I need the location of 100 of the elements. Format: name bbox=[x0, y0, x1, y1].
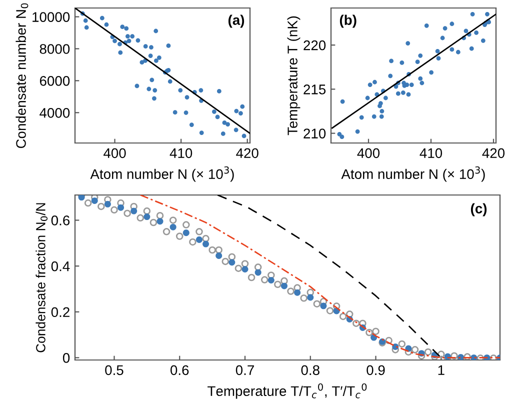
point bbox=[415, 60, 420, 64]
point bbox=[480, 38, 486, 43]
point bbox=[144, 214, 150, 220]
point bbox=[136, 38, 140, 43]
point bbox=[372, 80, 377, 84]
point bbox=[320, 302, 327, 310]
point bbox=[134, 84, 140, 88]
y-axis-title: Condensate number N$_{0}$ bbox=[16, 3, 28, 148]
point bbox=[112, 38, 117, 44]
point bbox=[182, 230, 190, 236]
point bbox=[152, 96, 156, 101]
y-tick-label: 6000 bbox=[40, 76, 70, 86]
x-tick-label: 400 bbox=[104, 148, 126, 158]
point bbox=[199, 130, 204, 135]
y-axis-title: Condensate fraction N$_{0}$/N bbox=[36, 203, 48, 352]
point bbox=[418, 53, 423, 58]
x-tick-label: 0.6 bbox=[170, 365, 189, 376]
point bbox=[359, 115, 364, 120]
point bbox=[340, 134, 344, 140]
point bbox=[280, 282, 288, 290]
point bbox=[368, 82, 372, 87]
point bbox=[238, 111, 243, 116]
point bbox=[170, 224, 176, 230]
x-tick-label: 400 bbox=[357, 148, 380, 158]
point bbox=[228, 259, 236, 266]
point bbox=[118, 42, 122, 46]
point bbox=[216, 252, 222, 259]
point bbox=[242, 266, 248, 273]
point bbox=[365, 96, 370, 100]
point bbox=[154, 28, 158, 34]
point bbox=[389, 58, 394, 64]
point bbox=[240, 104, 245, 109]
point bbox=[378, 101, 383, 106]
annotation: (c) bbox=[470, 203, 487, 216]
y-tick-label: 220 bbox=[304, 40, 326, 50]
point bbox=[152, 88, 158, 92]
point bbox=[130, 34, 135, 38]
point bbox=[118, 204, 124, 211]
point bbox=[189, 122, 194, 127]
point bbox=[406, 41, 410, 46]
x-axis-title: Temperature T/T$_{c}$$^{0}$, T′/T$_{c}$$^{0}$ bbox=[208, 383, 367, 399]
point bbox=[337, 132, 342, 136]
x-tick-label: 410 bbox=[170, 148, 192, 158]
point bbox=[429, 70, 434, 75]
y-tick-label: 210 bbox=[304, 128, 326, 138]
point bbox=[166, 44, 171, 48]
x-tick-label: 0.7 bbox=[236, 365, 254, 376]
point bbox=[307, 294, 314, 301]
point bbox=[268, 276, 274, 284]
point bbox=[202, 240, 210, 248]
point bbox=[148, 54, 153, 58]
point bbox=[254, 269, 262, 276]
point bbox=[118, 50, 123, 55]
point bbox=[130, 208, 138, 214]
y-tick-label: 215 bbox=[304, 84, 326, 94]
annotation: (a) bbox=[228, 14, 244, 28]
point bbox=[470, 12, 475, 16]
point bbox=[485, 12, 490, 16]
point bbox=[450, 47, 454, 52]
point bbox=[196, 236, 202, 243]
point bbox=[469, 46, 474, 51]
point bbox=[220, 132, 226, 136]
point bbox=[234, 108, 239, 114]
point bbox=[380, 109, 384, 114]
point bbox=[340, 99, 345, 104]
x-axis-title: Atom number N (× 10$^{3}$) bbox=[90, 166, 234, 182]
y-tick-label: 0.2 bbox=[51, 307, 70, 318]
x-tick-label: 0.9 bbox=[366, 365, 385, 376]
point bbox=[184, 95, 190, 100]
point bbox=[294, 289, 301, 296]
point bbox=[126, 34, 130, 38]
line-series bbox=[140, 195, 500, 358]
point bbox=[156, 218, 164, 225]
point bbox=[84, 25, 89, 30]
point bbox=[184, 110, 188, 115]
x-tick-label: 0.5 bbox=[105, 365, 124, 376]
point bbox=[172, 110, 178, 115]
point bbox=[215, 114, 220, 120]
point bbox=[450, 22, 454, 26]
point bbox=[372, 114, 376, 119]
x-tick-label: 420 bbox=[236, 148, 258, 158]
point bbox=[104, 200, 111, 208]
y-tick-label: 10000 bbox=[32, 12, 70, 22]
point bbox=[379, 114, 384, 119]
point bbox=[420, 80, 424, 86]
y-tick-label: 4000 bbox=[40, 108, 70, 118]
point bbox=[406, 92, 411, 97]
point bbox=[396, 91, 400, 96]
point bbox=[435, 49, 440, 54]
point bbox=[126, 38, 132, 44]
x-tick-label: 410 bbox=[420, 148, 442, 158]
point bbox=[168, 79, 172, 84]
point bbox=[83, 18, 88, 23]
x-axis-title: Atom number N (× 10$^{3}$) bbox=[341, 166, 485, 182]
point bbox=[474, 30, 479, 35]
point bbox=[216, 89, 222, 94]
point bbox=[124, 26, 129, 31]
point bbox=[442, 26, 448, 30]
point bbox=[212, 109, 216, 114]
point bbox=[383, 96, 388, 100]
